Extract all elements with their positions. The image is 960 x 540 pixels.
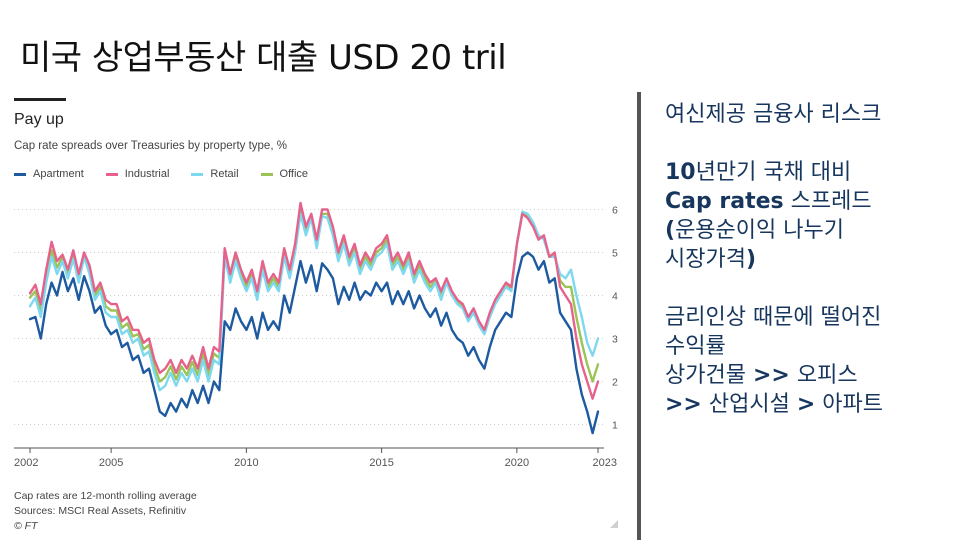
vertical-divider xyxy=(637,92,641,540)
legend-swatch-industrial xyxy=(105,172,118,176)
legend-item-retail: Retail xyxy=(191,168,239,180)
y-tick-label-2: 2 xyxy=(612,377,618,389)
legend-item-office: Office xyxy=(260,168,309,180)
chart-subtitle: Cap rate spreads over Treasuries by prop… xyxy=(14,140,287,152)
chart-title: Pay up xyxy=(14,111,64,128)
chart-legend: Apartment Industrial Retail Office xyxy=(14,168,308,180)
note-apartment: 아파트 xyxy=(815,392,883,417)
legend-swatch-office xyxy=(260,172,273,176)
line-chart: 1 2 3 4 5 6 2002 2005 2010 2015 2020 2023 xyxy=(14,201,618,469)
note-gt-2: >> xyxy=(665,392,702,417)
note-retail: 상가건물 xyxy=(665,363,753,388)
x-tick-label-2023: 2023 xyxy=(593,457,617,469)
note-paren-open: ( xyxy=(665,218,676,243)
y-tick-label-3: 3 xyxy=(612,334,618,346)
note-definition: (운용순이익 나누기 xyxy=(665,216,955,245)
x-tick-label-2010: 2010 xyxy=(234,457,258,469)
y-tick-label-5: 5 xyxy=(612,248,618,260)
x-tick-label-2005: 2005 xyxy=(99,457,123,469)
note-office: 오피스 xyxy=(789,363,858,388)
note-spread-text: 스프레드 xyxy=(783,189,872,214)
legend-label-apartment: Apartment xyxy=(33,168,84,180)
legend-label-industrial: Industrial xyxy=(124,168,170,180)
note-yield: 수익률 xyxy=(665,334,726,359)
legend-item-apartment: Apartment xyxy=(14,168,84,180)
footnote-sources: Sources: MSCI Real Assets, Refinitiv xyxy=(14,505,187,517)
y-tick-label-1: 1 xyxy=(612,420,618,432)
note-ranking-2: >> 산업시설 > 아파트 xyxy=(665,390,955,419)
footnote-copyright: © FT xyxy=(14,520,38,532)
legend-item-industrial: Industrial xyxy=(105,168,170,180)
notes-panel: 여신제공 금융사 리스크 10년만기 국채 대비 Cap rates 스프레드 … xyxy=(665,100,955,419)
series-line-apartment xyxy=(28,251,600,435)
footnote-rolling-average: Cap rates are 12-month rolling average xyxy=(14,490,197,502)
resize-corner-icon xyxy=(610,520,618,528)
slide-title: 미국 상업부동산 대출 USD 20 tril xyxy=(20,38,507,78)
note-industrial: 산업시설 xyxy=(701,392,797,417)
legend-label-office: Office xyxy=(279,168,309,180)
note-gt-3: > xyxy=(796,392,816,417)
note-gt-1: >> xyxy=(752,363,790,388)
note-definition-text: 운용순이익 나누기 xyxy=(675,218,844,243)
legend-label-retail: Retail xyxy=(210,168,239,180)
legend-swatch-apartment xyxy=(14,172,26,176)
x-tick-label-2015: 2015 xyxy=(369,457,393,469)
series-line-retail xyxy=(28,210,600,392)
note-risk: 여신제공 금융사 리스크 xyxy=(665,102,882,127)
note-market-price-text: 시장가격 xyxy=(665,247,746,272)
note-ten: 10 xyxy=(665,160,696,185)
note-treasury-text: 년만기 국채 대비 xyxy=(695,160,852,185)
note-paren-close: ) xyxy=(745,247,757,272)
legend-swatch-retail xyxy=(191,172,204,176)
chart-panel: Pay up Cap rate spreads over Treasuries … xyxy=(0,88,628,540)
note-treasury-comparison: 10년만기 국채 대비 xyxy=(665,158,955,187)
note-ranking-1: 상가건물 >> 오피스 xyxy=(665,361,955,390)
x-tick-label-2002: 2002 xyxy=(14,457,38,469)
note-cap-rates: Cap rates xyxy=(665,189,784,214)
note-rate-hike: 금리인상 때문에 떨어진 xyxy=(665,305,882,330)
y-tick-label-6: 6 xyxy=(612,205,618,217)
note-market-price: 시장가격) xyxy=(665,245,955,274)
note-cap-rate-spread: Cap rates 스프레드 xyxy=(665,187,955,216)
series-line-industrial xyxy=(28,201,600,400)
x-tick-label-2020: 2020 xyxy=(505,457,529,469)
y-tick-label-4: 4 xyxy=(612,291,618,303)
panel-top-rule xyxy=(14,98,66,101)
